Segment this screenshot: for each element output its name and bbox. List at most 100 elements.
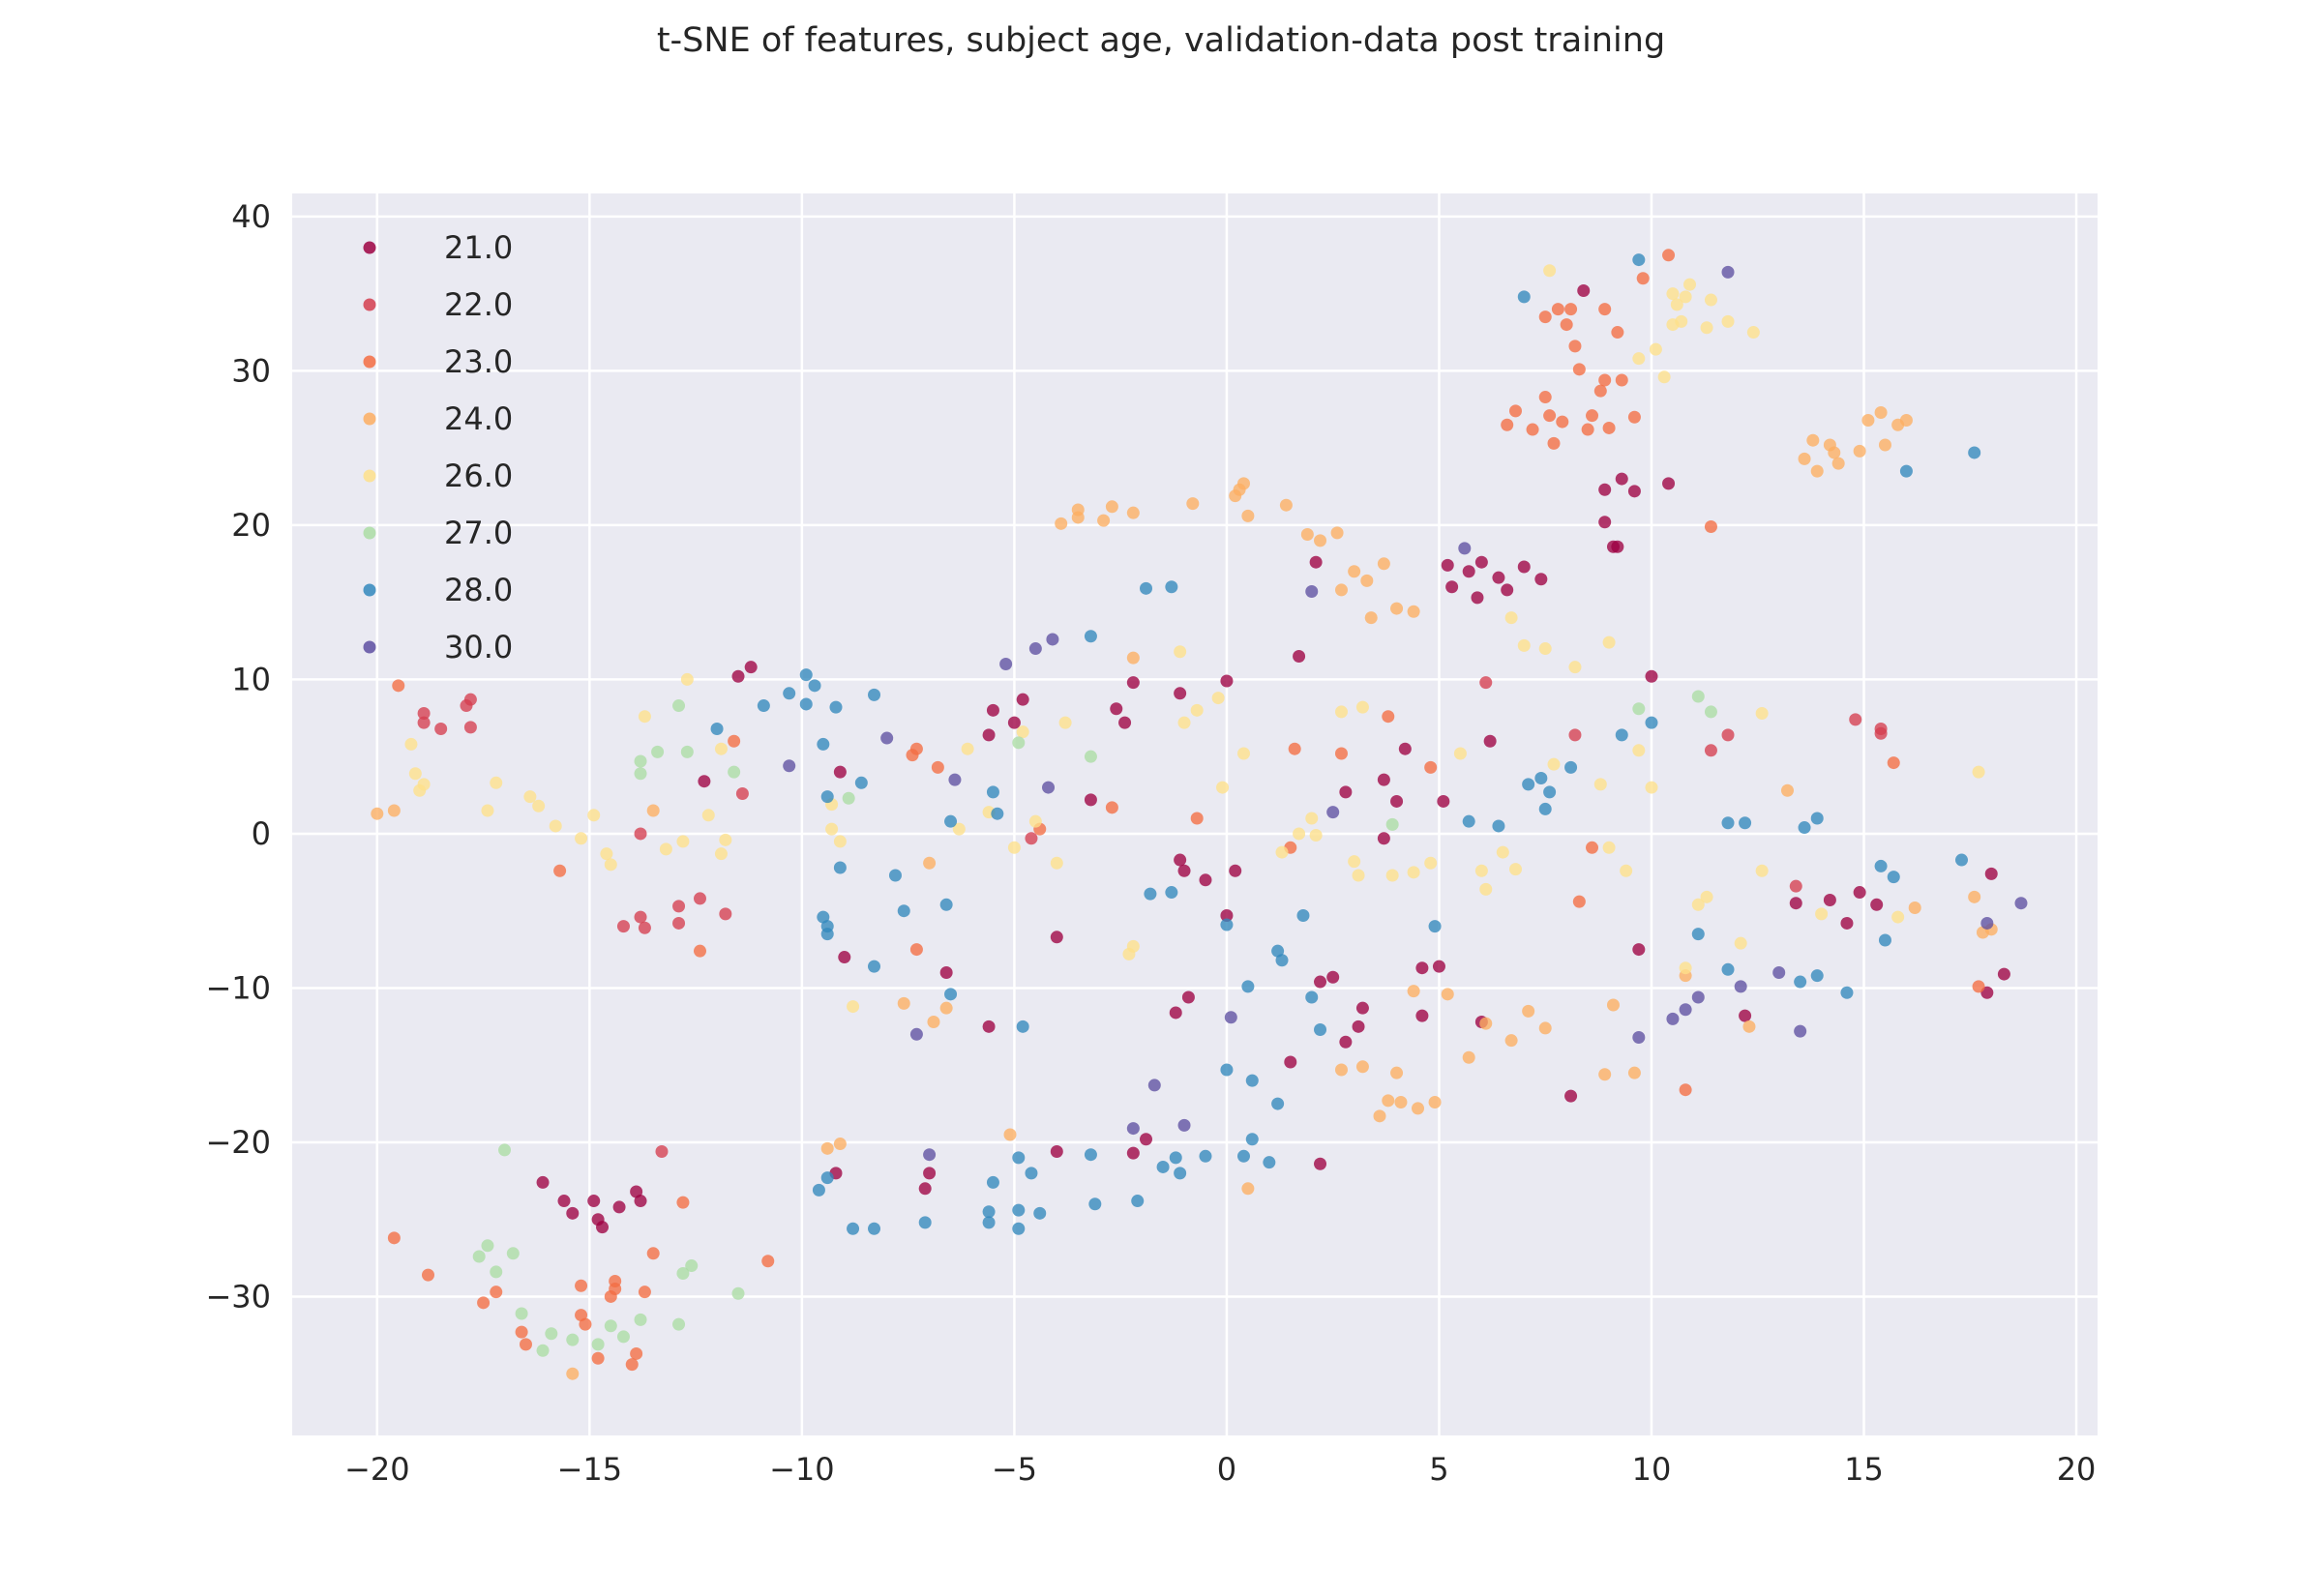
data-point <box>1568 728 1582 742</box>
data-point <box>1097 514 1111 527</box>
data-point <box>515 1325 528 1339</box>
data-point <box>1126 651 1140 665</box>
data-point <box>634 1313 647 1326</box>
data-point <box>408 767 422 781</box>
chart-title: t-SNE of features, subject age, validati… <box>656 21 1666 60</box>
data-point <box>820 1171 834 1185</box>
data-point <box>609 1274 622 1287</box>
data-point <box>1407 605 1420 618</box>
data-point <box>1028 814 1042 828</box>
data-point <box>799 697 813 711</box>
data-point <box>1586 841 1599 854</box>
data-point <box>1746 326 1760 340</box>
data-point <box>909 742 923 755</box>
series-24.0 <box>371 405 1998 1380</box>
data-point <box>1789 897 1802 910</box>
data-point <box>1815 907 1829 921</box>
y-tick-label: −10 <box>205 969 271 1006</box>
data-point <box>719 833 732 846</box>
data-point <box>646 804 660 817</box>
data-point <box>634 754 647 768</box>
data-point <box>1870 898 1884 911</box>
data-point <box>417 778 431 791</box>
data-point <box>1174 853 1187 867</box>
data-point <box>1980 916 1994 930</box>
data-point <box>676 835 690 848</box>
data-point <box>371 807 384 820</box>
data-point <box>1012 736 1026 750</box>
series-23.0 <box>387 249 1985 1372</box>
data-point <box>1352 869 1365 882</box>
data-point <box>1147 1079 1161 1092</box>
data-point <box>1474 555 1488 569</box>
data-point <box>1874 405 1888 419</box>
data-point <box>1174 1167 1187 1180</box>
data-point <box>829 700 843 714</box>
data-point <box>735 786 749 800</box>
data-point <box>1199 1149 1212 1163</box>
data-point <box>868 1222 881 1235</box>
data-point <box>1691 928 1705 941</box>
data-point <box>676 1196 690 1209</box>
data-point <box>1339 785 1353 799</box>
data-point <box>575 832 588 845</box>
data-point <box>1538 310 1552 324</box>
data-point <box>566 1333 580 1346</box>
x-tick-label: −20 <box>344 1451 410 1488</box>
data-point <box>1046 633 1059 646</box>
data-point <box>728 765 741 779</box>
data-point <box>523 790 537 804</box>
data-point <box>1615 373 1628 387</box>
data-point <box>1615 472 1628 486</box>
data-point <box>1471 591 1484 605</box>
data-point <box>1126 506 1140 519</box>
data-point <box>1721 314 1735 328</box>
data-point <box>1190 703 1204 717</box>
data-point <box>1598 373 1612 387</box>
data-point <box>799 668 813 682</box>
data-point <box>1382 710 1395 724</box>
data-point <box>1186 497 1200 511</box>
data-point <box>1293 650 1306 664</box>
data-point <box>1632 253 1646 267</box>
data-point <box>1314 1157 1327 1170</box>
data-point <box>1424 760 1438 774</box>
data-point <box>616 1330 630 1344</box>
data-point <box>519 1338 532 1351</box>
data-point <box>1288 742 1301 755</box>
x-tick-label: 5 <box>1429 1451 1448 1488</box>
data-point <box>1437 794 1450 808</box>
data-point <box>1033 1206 1047 1220</box>
data-point <box>591 1351 605 1365</box>
data-point <box>1691 990 1705 1004</box>
data-point <box>1598 303 1612 316</box>
data-point <box>1348 855 1361 869</box>
data-point <box>1088 1197 1102 1211</box>
data-point <box>1245 1074 1259 1087</box>
data-point <box>1739 816 1752 830</box>
data-point <box>1220 1063 1234 1077</box>
data-point <box>1293 827 1306 841</box>
data-point <box>1704 293 1717 307</box>
data-point <box>1241 1182 1255 1196</box>
data-point <box>1742 1020 1756 1033</box>
data-point <box>1025 832 1038 845</box>
y-tick-label: 20 <box>231 507 271 544</box>
data-point <box>1245 1133 1259 1146</box>
data-point <box>1810 812 1824 825</box>
data-point <box>1279 498 1293 512</box>
data-point <box>1126 1146 1140 1160</box>
data-point <box>638 1286 651 1299</box>
data-point <box>714 742 728 755</box>
data-point <box>1479 676 1493 690</box>
data-point <box>986 785 999 799</box>
legend-label: 28.0 <box>444 572 513 608</box>
data-point <box>842 791 855 805</box>
data-point <box>1997 967 2010 981</box>
data-point <box>1364 611 1378 625</box>
data-point <box>1572 895 1586 908</box>
data-point <box>817 737 830 751</box>
data-point <box>1538 1021 1552 1035</box>
data-point <box>931 760 944 774</box>
data-point <box>1968 446 1981 459</box>
